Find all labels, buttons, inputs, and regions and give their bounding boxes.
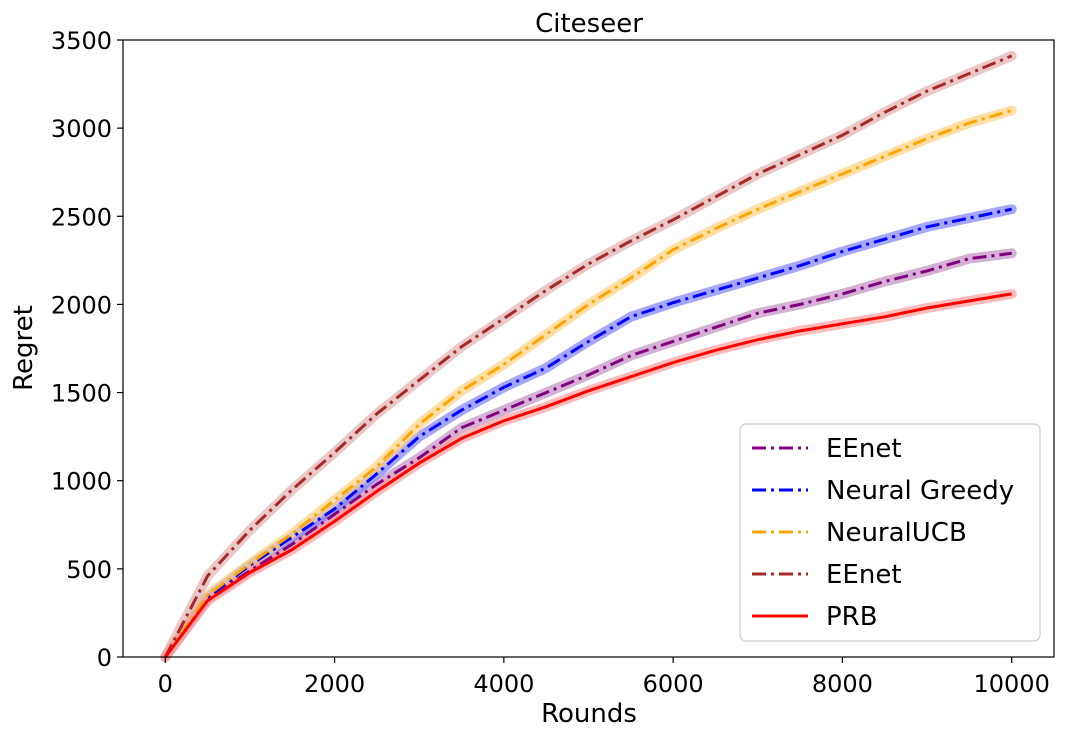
plot-area-frame (122, 39, 1055, 658)
series-line-2 (164, 207, 1013, 658)
y-tick-label: 3500 (51, 27, 112, 55)
y-tick-label: 3000 (51, 115, 112, 143)
legend-frame (739, 423, 1041, 642)
y-tick-label: 1500 (51, 380, 112, 408)
y-tick-label: 500 (66, 556, 112, 584)
legend-label-2: Neural Greedy (826, 476, 1014, 506)
series-line-1 (164, 251, 1012, 658)
x-tick-label: 0 (158, 670, 173, 698)
y-tick-label: 2000 (51, 291, 112, 319)
legend-label-4: EEnet (826, 560, 902, 590)
y-tick-label: 2500 (51, 203, 112, 231)
series-line-4 (163, 54, 1013, 658)
legend-label-5: PRB (826, 602, 878, 632)
series-line-5 (164, 292, 1012, 658)
legend-label-1: EEnet (826, 434, 902, 464)
x-axis-ticks: 0 2000 4000 6000 8000 10000 (158, 657, 1050, 698)
x-tick-label: 8000 (812, 670, 873, 698)
y-axis-label: Regret (9, 305, 39, 391)
y-axis-ticks: 0 500 1000 1500 2000 2500 3000 3500 (51, 27, 123, 672)
x-tick-label: 4000 (473, 670, 534, 698)
legend-items: EEnet Neural Greedy NeuralUCB EEnet PRB (752, 434, 1014, 632)
legend-label-3: NeuralUCB (826, 518, 967, 548)
series-line-3 (164, 109, 1013, 658)
legend: EEnet Neural Greedy NeuralUCB EEnet PRB (739, 423, 1041, 642)
series-lines (163, 54, 1013, 658)
x-tick-label: 6000 (643, 670, 704, 698)
y-tick-label: 0 (97, 644, 112, 672)
x-tick-label: 2000 (304, 670, 365, 698)
chart-title: Citeseer (535, 9, 643, 39)
x-tick-label: 10000 (974, 670, 1050, 698)
y-tick-label: 1000 (51, 468, 112, 496)
x-axis-label: Rounds (541, 699, 637, 729)
